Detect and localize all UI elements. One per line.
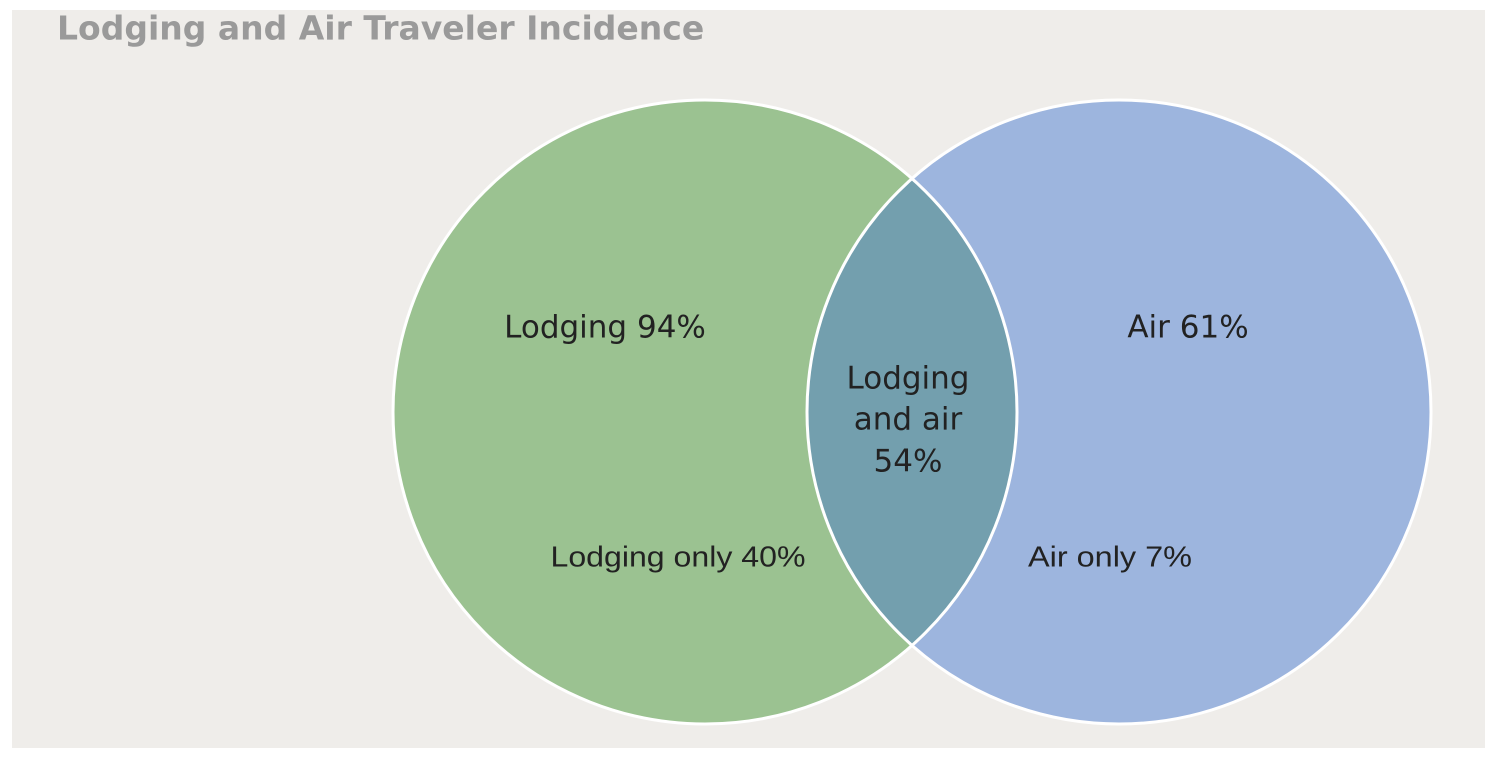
overlap	[807, 100, 1017, 724]
air-label: Air 61%	[1127, 310, 1248, 346]
air-only-label: Air only 7%	[1028, 542, 1192, 574]
lodging-only-label: Lodging only 40%	[551, 542, 806, 574]
intersection-line: Lodging	[847, 361, 970, 397]
lodging-outline	[391, 98, 1019, 726]
title: Lodging and Air Traveler Incidence	[57, 9, 704, 48]
intersection-line: 54%	[874, 444, 943, 480]
lodging-label: Lodging 94%	[504, 310, 706, 346]
intersection-line: and air	[854, 402, 963, 438]
air-outline	[805, 98, 1433, 726]
